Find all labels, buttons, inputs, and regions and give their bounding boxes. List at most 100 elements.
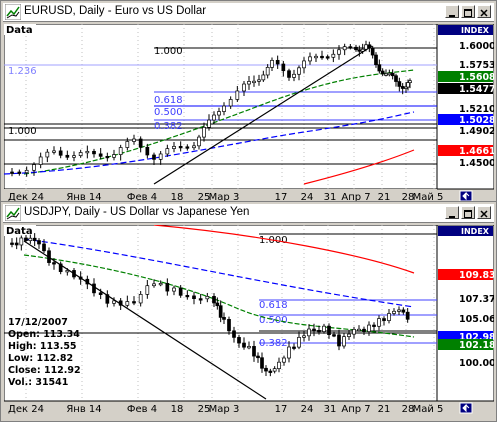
price-tag-box bbox=[438, 114, 493, 125]
candle-body bbox=[265, 67, 270, 76]
candle-body bbox=[382, 318, 386, 321]
candle-body bbox=[322, 325, 326, 332]
candle-body bbox=[132, 138, 136, 142]
time-axis-label: Янв 14 bbox=[66, 404, 101, 415]
fibonacci-label: 1.000 bbox=[154, 46, 183, 57]
time-axis bbox=[4, 401, 437, 415]
candle-body bbox=[364, 44, 368, 50]
close-button[interactable] bbox=[477, 206, 491, 219]
title-bar[interactable]: USDJPY, Daily - US Dollar vs Japanese Ye… bbox=[3, 204, 494, 223]
candle-body bbox=[252, 80, 256, 84]
price-tag-box bbox=[438, 331, 493, 342]
candle-body bbox=[277, 361, 281, 370]
index-label: INDEX bbox=[461, 26, 490, 35]
candle-body bbox=[308, 56, 312, 62]
candle-body bbox=[222, 105, 226, 112]
candle-body bbox=[370, 47, 375, 56]
price-tag-box bbox=[438, 59, 493, 70]
candle-body bbox=[314, 55, 318, 59]
candle-body bbox=[357, 49, 362, 52]
candle-body bbox=[165, 282, 170, 292]
candle-body bbox=[105, 155, 110, 159]
price-tag-box bbox=[438, 269, 493, 280]
time-axis-label: Май 5 bbox=[413, 404, 444, 415]
data-label: Data bbox=[6, 25, 33, 36]
time-axis-label: Фев 4 bbox=[127, 192, 157, 203]
maximize-button[interactable] bbox=[461, 5, 475, 18]
price-tag-box bbox=[438, 103, 493, 114]
price-tag: 1.5477 bbox=[459, 84, 494, 95]
candle-body bbox=[132, 301, 136, 304]
candle-body bbox=[264, 367, 268, 372]
candle-body bbox=[377, 64, 382, 72]
candle-body bbox=[14, 242, 19, 246]
close-button[interactable] bbox=[477, 5, 491, 18]
candle-body bbox=[85, 150, 90, 154]
time-axis-label: 25 bbox=[198, 192, 211, 203]
candle-body bbox=[52, 262, 56, 265]
chart-app-icon bbox=[5, 205, 21, 221]
candle-body bbox=[320, 55, 324, 59]
time-axis-label: Янв 14 bbox=[66, 192, 101, 203]
time-axis-label: 28 bbox=[402, 192, 415, 203]
fibonacci-label: 1.236 bbox=[8, 66, 37, 77]
candle-body bbox=[228, 99, 233, 107]
price-tag: 109.83 bbox=[459, 270, 494, 281]
candle-body bbox=[125, 141, 130, 148]
fibonacci-label: 0.382 bbox=[154, 121, 183, 132]
candle-body bbox=[125, 301, 130, 306]
candle-body bbox=[65, 270, 70, 273]
time-axis-label: Мар 3 bbox=[209, 192, 240, 203]
candle-body bbox=[297, 337, 301, 348]
time-axis-label: 18 bbox=[171, 404, 184, 415]
candle-body bbox=[367, 44, 372, 49]
ohlc-info-vol: Vol.: 31541 bbox=[8, 377, 68, 388]
ohlc-info-high: High: 113.55 bbox=[8, 341, 77, 352]
candle-body bbox=[312, 328, 316, 331]
price-tag: 1.4500 bbox=[459, 158, 494, 169]
candle-body bbox=[32, 237, 37, 241]
moving-average-line bbox=[303, 149, 415, 185]
usdjpy-price-chart[interactable]: Data INDEX 1.000 0.618 0.500 0.382 109.83 107.3… bbox=[4, 225, 494, 418]
title-bar[interactable]: EURUSD, Daily - Euro vs US Dollar bbox=[3, 3, 494, 22]
price-tag: 105.06 bbox=[459, 314, 494, 325]
candle-body bbox=[197, 136, 201, 147]
maximize-button[interactable] bbox=[461, 206, 475, 219]
candle-body bbox=[260, 357, 264, 369]
candle-body bbox=[218, 305, 223, 318]
minimize-button[interactable] bbox=[445, 5, 459, 18]
fibonacci-label: 0.500 bbox=[259, 315, 288, 326]
price-tag: 1.5210 bbox=[459, 104, 494, 115]
time-axis-label: Дек 24 bbox=[8, 404, 44, 415]
candle-body bbox=[235, 90, 240, 100]
time-axis-label: 17 bbox=[275, 192, 288, 203]
eurusd-chart-window[interactable]: EURUSD, Daily - Euro vs US Dollar Data IN… bbox=[0, 0, 497, 211]
candle-body bbox=[37, 240, 41, 245]
chart-app-icon bbox=[5, 4, 21, 20]
candle-body bbox=[38, 156, 43, 165]
candle-body bbox=[354, 46, 358, 51]
candle-body bbox=[217, 111, 221, 116]
candle-body bbox=[138, 138, 143, 148]
candle-body bbox=[72, 155, 76, 158]
candle-body bbox=[242, 83, 246, 92]
candle-body bbox=[347, 333, 351, 337]
time-axis-label: 28 bbox=[402, 404, 415, 415]
candle-body bbox=[105, 294, 110, 304]
time-axis-label: 21 bbox=[378, 404, 391, 415]
eurusd-price-chart[interactable]: Data INDEX 1.000 1.236 0.618 0.500 0.382 1.000 1… bbox=[4, 24, 494, 207]
candle-body bbox=[212, 296, 216, 304]
index-label-box bbox=[438, 25, 493, 35]
maximize-icon bbox=[464, 9, 472, 17]
data-label-box bbox=[4, 225, 36, 236]
candle-body bbox=[78, 276, 83, 280]
candle-body bbox=[198, 298, 203, 301]
price-tag-box bbox=[438, 339, 493, 350]
usdjpy-chart-window[interactable]: USDJPY, Daily - US Dollar vs Japanese Ye… bbox=[0, 201, 497, 422]
minimize-button[interactable] bbox=[445, 206, 459, 219]
candle-body bbox=[252, 346, 256, 357]
candle-body bbox=[92, 283, 96, 294]
moving-average-line bbox=[23, 240, 267, 400]
candle-body bbox=[85, 278, 90, 285]
price-tag-box bbox=[438, 71, 493, 82]
